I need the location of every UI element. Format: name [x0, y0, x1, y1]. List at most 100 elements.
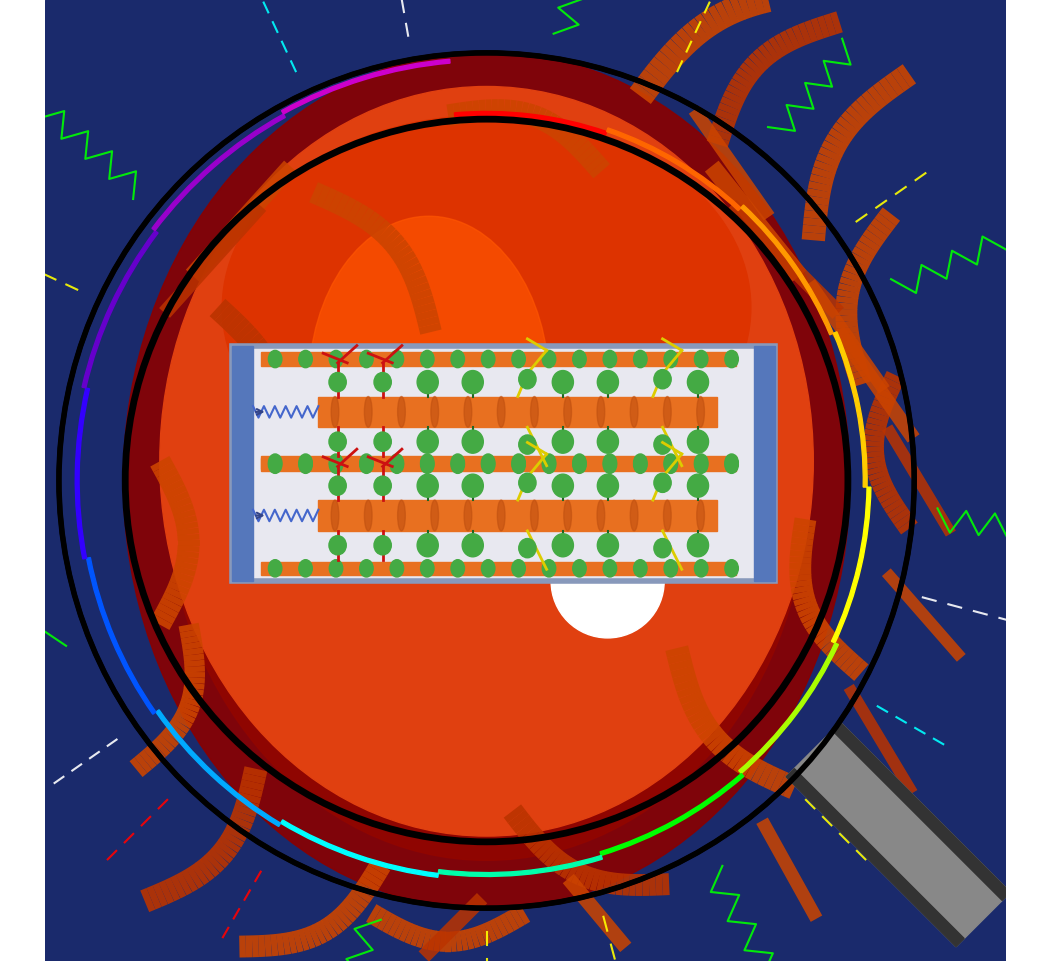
Bar [260, 561, 736, 575]
Ellipse shape [464, 500, 471, 530]
Ellipse shape [633, 456, 647, 474]
Ellipse shape [207, 150, 766, 811]
Wedge shape [741, 205, 834, 334]
Ellipse shape [269, 456, 281, 474]
Ellipse shape [552, 431, 573, 454]
Wedge shape [156, 710, 280, 826]
Ellipse shape [597, 500, 605, 530]
Ellipse shape [421, 559, 434, 577]
Wedge shape [438, 855, 603, 876]
Ellipse shape [452, 559, 464, 577]
Ellipse shape [482, 456, 495, 474]
Ellipse shape [697, 397, 705, 428]
Ellipse shape [421, 454, 434, 471]
Bar [260, 456, 736, 469]
Ellipse shape [519, 435, 537, 455]
Ellipse shape [299, 454, 312, 471]
Ellipse shape [688, 431, 709, 454]
Wedge shape [455, 111, 607, 136]
Ellipse shape [482, 351, 495, 368]
Ellipse shape [572, 456, 586, 474]
Ellipse shape [542, 559, 555, 577]
Ellipse shape [597, 533, 618, 556]
Ellipse shape [572, 351, 586, 368]
FancyBboxPatch shape [232, 346, 775, 581]
Ellipse shape [165, 101, 808, 860]
Bar [786, 769, 964, 947]
Ellipse shape [511, 559, 525, 577]
Ellipse shape [597, 431, 618, 454]
Wedge shape [76, 388, 89, 559]
Ellipse shape [417, 474, 438, 497]
Ellipse shape [421, 351, 434, 368]
Ellipse shape [464, 397, 471, 428]
Ellipse shape [542, 454, 555, 471]
Ellipse shape [299, 456, 312, 474]
Bar [833, 723, 1010, 900]
Ellipse shape [482, 454, 495, 471]
Ellipse shape [160, 86, 814, 836]
Ellipse shape [519, 370, 537, 389]
Ellipse shape [430, 500, 439, 530]
Ellipse shape [269, 454, 281, 471]
Circle shape [551, 525, 665, 638]
Ellipse shape [398, 500, 405, 530]
Ellipse shape [462, 431, 483, 454]
Ellipse shape [330, 456, 342, 474]
Wedge shape [600, 774, 743, 855]
Ellipse shape [511, 456, 525, 474]
Ellipse shape [123, 52, 849, 909]
Ellipse shape [552, 474, 573, 497]
Ellipse shape [360, 559, 373, 577]
Ellipse shape [329, 432, 346, 452]
Ellipse shape [462, 371, 483, 394]
Ellipse shape [299, 351, 312, 368]
Ellipse shape [462, 474, 483, 497]
Ellipse shape [364, 397, 372, 428]
Ellipse shape [603, 454, 616, 471]
Ellipse shape [374, 432, 392, 452]
Ellipse shape [694, 456, 708, 474]
Ellipse shape [530, 397, 539, 428]
Ellipse shape [360, 454, 373, 471]
Ellipse shape [329, 535, 346, 554]
Ellipse shape [688, 474, 709, 497]
Bar [318, 397, 717, 428]
Ellipse shape [664, 500, 671, 530]
Wedge shape [152, 114, 286, 231]
Ellipse shape [374, 476, 392, 495]
Ellipse shape [564, 397, 571, 428]
Ellipse shape [724, 454, 738, 471]
Ellipse shape [417, 371, 438, 394]
Bar [754, 346, 775, 581]
Ellipse shape [498, 397, 505, 428]
Wedge shape [739, 643, 839, 774]
Ellipse shape [724, 559, 738, 577]
Ellipse shape [542, 351, 555, 368]
Ellipse shape [530, 500, 539, 530]
Bar [260, 458, 736, 472]
Ellipse shape [330, 559, 342, 577]
Ellipse shape [664, 397, 671, 428]
Ellipse shape [572, 559, 586, 577]
Ellipse shape [664, 456, 677, 474]
Wedge shape [82, 231, 159, 388]
Ellipse shape [654, 538, 671, 557]
Ellipse shape [462, 533, 483, 556]
Ellipse shape [223, 115, 751, 500]
Ellipse shape [417, 533, 438, 556]
Ellipse shape [482, 559, 495, 577]
Wedge shape [281, 60, 450, 114]
Bar [786, 723, 1010, 947]
Ellipse shape [597, 397, 605, 428]
Ellipse shape [552, 533, 573, 556]
Ellipse shape [391, 454, 403, 471]
Ellipse shape [391, 456, 403, 474]
Ellipse shape [398, 397, 405, 428]
Ellipse shape [603, 456, 616, 474]
Ellipse shape [688, 371, 709, 394]
Ellipse shape [309, 216, 549, 553]
Ellipse shape [391, 351, 403, 368]
Ellipse shape [269, 559, 281, 577]
Ellipse shape [269, 351, 281, 368]
